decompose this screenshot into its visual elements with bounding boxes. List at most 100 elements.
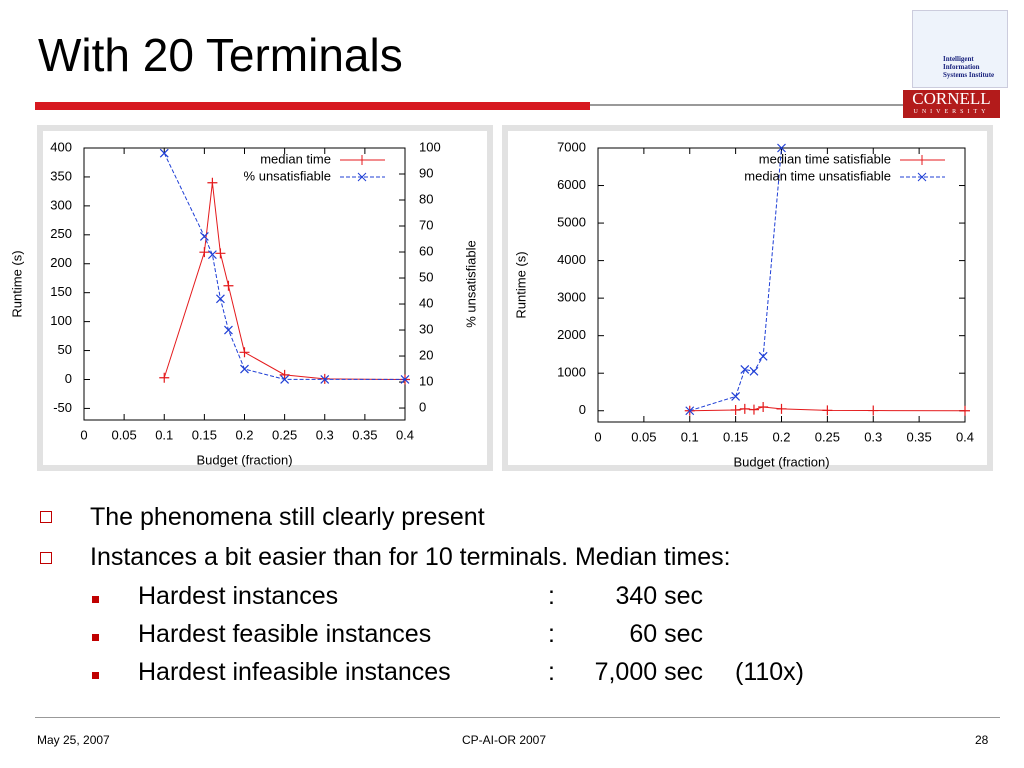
x-tick-label: 0.1 <box>155 427 173 442</box>
title-rule <box>590 104 905 106</box>
marker <box>207 250 217 260</box>
charts: -500501001502002503003504000102030405060… <box>9 125 993 471</box>
legend-label: median time satisfiable <box>759 151 891 166</box>
data-point <box>777 143 786 153</box>
data-point <box>240 364 249 374</box>
marker <box>739 403 750 414</box>
x-axis-label: Budget (fraction) <box>196 452 292 467</box>
marker <box>776 403 787 414</box>
marker <box>868 405 879 416</box>
y-tick-label: 4000 <box>557 252 586 267</box>
x-tick-label: 0.25 <box>272 427 297 442</box>
data-point <box>224 325 233 335</box>
data-point <box>400 375 410 384</box>
y-tick-label: 300 <box>50 197 72 212</box>
marker <box>199 247 210 258</box>
marker <box>279 369 290 380</box>
marker <box>400 375 410 384</box>
footer-event: CP-AI-OR 2007 <box>462 733 547 747</box>
marker <box>960 405 970 416</box>
sub-bullet-label: Hardest feasible instances <box>138 620 432 648</box>
marker <box>730 404 741 415</box>
y-tick-label: 250 <box>50 226 72 241</box>
y2-tick-label: 10 <box>419 373 433 388</box>
marker <box>216 294 225 304</box>
y2-axis-label: % unsatisfiable <box>463 240 478 327</box>
x-axis-label: Budget (fraction) <box>733 454 829 469</box>
data-point <box>279 369 290 380</box>
x-tick-label: 0.05 <box>631 429 656 444</box>
y2-tick-label: 90 <box>419 165 433 180</box>
logo-org: CORNELL <box>912 89 991 108</box>
chart-panel <box>37 125 493 471</box>
y-tick-label: 0 <box>65 371 72 386</box>
bullet-icon <box>40 511 52 523</box>
data-point <box>207 250 217 260</box>
sub-bullet-sep: : <box>548 658 555 686</box>
marker <box>240 364 249 374</box>
sub-bullet-value: 340 sec <box>615 582 703 610</box>
marker <box>749 366 759 376</box>
marker <box>731 392 741 401</box>
y-tick-label: 200 <box>50 255 72 270</box>
y-axis-label: Runtime (s) <box>513 251 528 318</box>
legend-marker <box>917 155 927 165</box>
data-point <box>685 406 695 416</box>
legend-marker <box>357 155 367 165</box>
slide-title: With 20 Terminals <box>38 29 403 81</box>
data-point <box>776 403 787 414</box>
x-tick-label: 0.15 <box>723 429 748 444</box>
y2-tick-label: 100 <box>419 139 441 154</box>
marker <box>280 375 290 384</box>
logo-box: Intelligent Information Systems Institut… <box>912 10 1008 88</box>
data-point <box>758 401 769 412</box>
x-tick-label: 0.35 <box>352 427 377 442</box>
marker <box>917 172 927 182</box>
series-line <box>689 147 782 412</box>
footer-page: 28 <box>975 733 989 747</box>
sub-bullet-label: Hardest infeasible instances <box>138 658 451 686</box>
y-tick-label: 400 <box>50 139 72 154</box>
title-bar <box>35 102 590 110</box>
y-axis-label: Runtime (s) <box>9 250 24 317</box>
x-tick-label: 0.4 <box>396 427 414 442</box>
x-tick-label: 0.2 <box>235 427 253 442</box>
sub-bullet-label: Hardest instances <box>138 582 339 610</box>
data-point <box>749 366 759 376</box>
y2-tick-label: 20 <box>419 347 433 362</box>
bullet: The phenomena still clearly present <box>90 503 485 531</box>
legend-label: median time <box>260 151 331 166</box>
marker <box>758 401 769 412</box>
y-tick-label: 350 <box>50 168 72 183</box>
data-point <box>215 248 226 259</box>
logo-institute: Intelligent Information Systems Institut… <box>943 55 995 79</box>
x-tick-label: 0.3 <box>316 427 334 442</box>
x-tick-label: 0 <box>594 429 601 444</box>
marker <box>917 155 927 165</box>
x-tick-label: 0.1 <box>681 429 699 444</box>
marker <box>740 365 750 374</box>
data-point <box>740 365 750 374</box>
data-point <box>159 148 169 158</box>
legend-marker <box>357 172 367 182</box>
y-tick-label: 100 <box>50 313 72 328</box>
x-tick-label: 0.3 <box>864 429 882 444</box>
x-tick-label: 0.35 <box>906 429 931 444</box>
y2-tick-label: 0 <box>419 399 426 414</box>
data-point <box>223 280 234 291</box>
y-tick-label: 6000 <box>557 177 586 192</box>
marker <box>224 325 233 335</box>
y2-tick-label: 60 <box>419 243 433 258</box>
y2-tick-label: 70 <box>419 217 433 232</box>
data-point <box>960 405 970 416</box>
data-point <box>320 375 330 384</box>
data-point <box>748 404 759 415</box>
marker <box>207 177 218 188</box>
y-tick-label: -50 <box>53 400 72 415</box>
footer-date: May 25, 2007 <box>37 733 110 747</box>
marker <box>822 405 833 416</box>
sub-bullet-sep: : <box>548 620 555 648</box>
sub-bullet-value: 7,000 sec <box>594 658 703 686</box>
marker <box>215 248 226 259</box>
